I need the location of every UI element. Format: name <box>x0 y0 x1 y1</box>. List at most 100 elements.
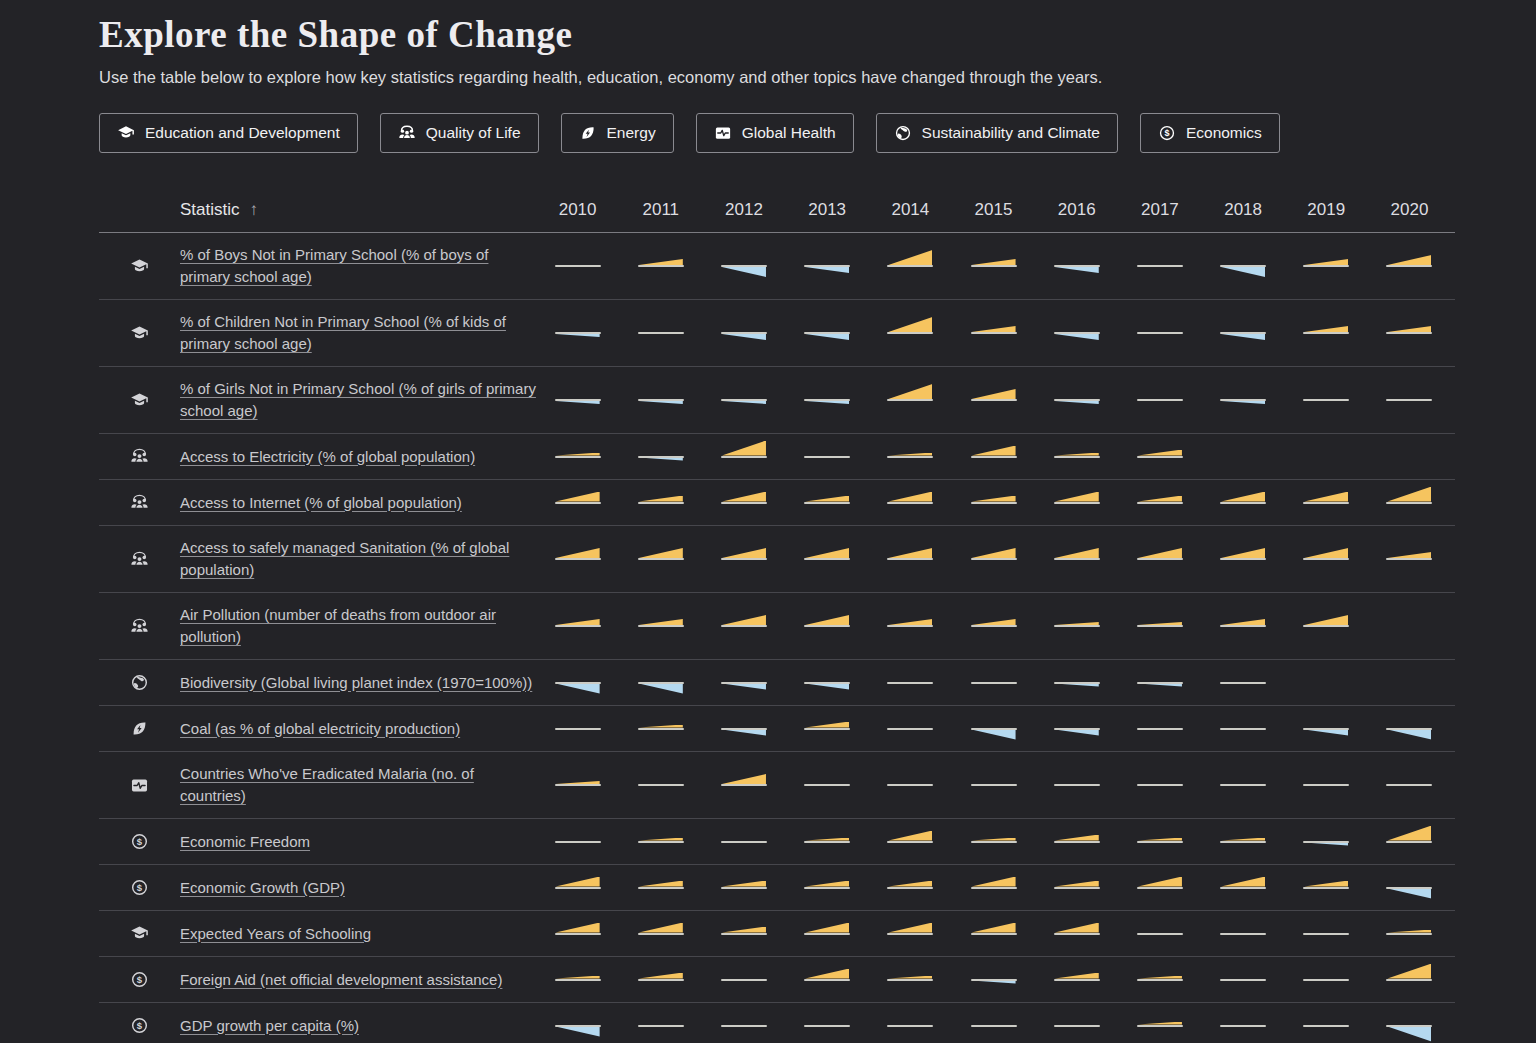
flat-line-glyph <box>638 315 684 351</box>
statistic-link[interactable]: Countries Who've Eradicated Malaria (no.… <box>180 763 536 807</box>
health-pulse-icon <box>99 776 180 795</box>
increase-wedge-glyph <box>971 541 1017 577</box>
sort-ascending-icon[interactable]: ↑ <box>250 200 259 220</box>
flat-line-glyph <box>1137 315 1183 351</box>
people-icon <box>398 124 416 142</box>
trend-cell <box>952 439 1035 475</box>
trend-cell <box>1118 608 1201 644</box>
trend-cell <box>786 711 869 747</box>
filter-button-label: Education and Development <box>145 124 340 142</box>
increase-wedge-glyph <box>887 382 933 418</box>
year-column-header: 2017 <box>1118 200 1201 220</box>
year-column-header: 2019 <box>1285 200 1368 220</box>
increase-wedge-glyph <box>1054 485 1100 521</box>
trend-cell <box>1035 608 1118 644</box>
statistic-cell: Access to Internet (% of global populati… <box>180 480 536 525</box>
increase-wedge-glyph <box>1137 1008 1183 1043</box>
decrease-wedge-glyph <box>1054 382 1100 418</box>
trend-cell <box>702 916 785 952</box>
decrease-wedge-glyph <box>1054 315 1100 351</box>
increase-wedge-glyph <box>804 824 850 860</box>
trend-cell <box>1285 1008 1368 1043</box>
filter-button-economics[interactable]: $Economics <box>1140 113 1280 153</box>
flat-line-glyph <box>1054 1008 1100 1043</box>
trend-cell <box>536 824 619 860</box>
trend-cell <box>1202 711 1285 747</box>
trend-cell <box>1035 382 1118 418</box>
filter-button-quality-of-life[interactable]: Quality of Life <box>380 113 539 153</box>
trend-cell <box>1035 962 1118 998</box>
increase-wedge-glyph <box>887 315 933 351</box>
flat-line-glyph <box>1303 382 1349 418</box>
trend-cell <box>952 870 1035 906</box>
filter-button-education-and-development[interactable]: Education and Development <box>99 113 358 153</box>
flat-line-glyph <box>1303 1008 1349 1043</box>
globe-icon <box>99 673 180 692</box>
table-row: Access to Internet (% of global populati… <box>99 480 1455 526</box>
increase-wedge-glyph <box>971 485 1017 521</box>
statistic-link[interactable]: Access to safely managed Sanitation (% o… <box>180 537 536 581</box>
trend-cell <box>702 870 785 906</box>
statistic-link[interactable]: Foreign Aid (net official development as… <box>180 969 502 991</box>
flat-line-glyph <box>1220 916 1266 952</box>
statistic-link[interactable]: Access to Internet (% of global populati… <box>180 492 462 514</box>
trend-cell <box>869 916 952 952</box>
table-row: Access to safely managed Sanitation (% o… <box>99 526 1455 593</box>
statistic-link[interactable]: % of Boys Not in Primary School (% of bo… <box>180 244 536 288</box>
trend-cell <box>1285 315 1368 351</box>
statistic-column-header[interactable]: Statistic ↑ <box>180 200 536 220</box>
decrease-wedge-glyph <box>555 315 601 351</box>
table-header-row: Statistic ↑ 2010201120122013201420152016… <box>99 187 1455 233</box>
flat-line-glyph <box>1386 767 1432 803</box>
statistic-link[interactable]: Economic Growth (GDP) <box>180 877 345 899</box>
decrease-wedge-glyph <box>1220 382 1266 418</box>
statistic-link[interactable]: Economic Freedom <box>180 831 310 853</box>
statistic-cell: % of Girls Not in Primary School (% of g… <box>180 367 536 433</box>
energy-leaf-icon <box>579 124 597 142</box>
trend-cell <box>952 315 1035 351</box>
statistic-link[interactable]: Air Pollution (number of deaths from out… <box>180 604 536 648</box>
flat-line-glyph <box>1137 382 1183 418</box>
decrease-wedge-glyph <box>638 382 684 418</box>
trend-cell <box>1202 315 1285 351</box>
filter-button-energy[interactable]: Energy <box>561 113 674 153</box>
filter-button-sustainability-and-climate[interactable]: Sustainability and Climate <box>876 113 1118 153</box>
increase-wedge-glyph <box>971 439 1017 475</box>
filter-button-label: Global Health <box>742 124 836 142</box>
trend-cell <box>1118 541 1201 577</box>
flat-line-glyph <box>721 1008 767 1043</box>
trend-cell <box>619 824 702 860</box>
statistic-link[interactable]: GDP growth per capita (%) <box>180 1015 359 1037</box>
statistic-link[interactable]: Access to Electricity (% of global popul… <box>180 446 475 468</box>
flat-line-glyph <box>555 824 601 860</box>
trend-cell <box>702 962 785 998</box>
increase-wedge-glyph <box>804 485 850 521</box>
statistic-link[interactable]: % of Girls Not in Primary School (% of g… <box>180 378 536 422</box>
trend-cell <box>1285 767 1368 803</box>
trend-cell <box>536 439 619 475</box>
table-body: % of Boys Not in Primary School (% of bo… <box>99 233 1455 1043</box>
statistic-header-label: Statistic <box>180 200 240 220</box>
flat-line-glyph <box>1054 767 1100 803</box>
statistic-link[interactable]: Coal (as % of global electricity product… <box>180 718 460 740</box>
statistic-link[interactable]: Biodiversity (Global living planet index… <box>180 672 532 694</box>
increase-wedge-glyph <box>1054 541 1100 577</box>
increase-wedge-glyph <box>1137 608 1183 644</box>
trend-cell <box>536 711 619 747</box>
increase-wedge-glyph <box>887 870 933 906</box>
trend-cell <box>619 439 702 475</box>
flat-line-glyph <box>1137 767 1183 803</box>
trend-cell <box>1035 315 1118 351</box>
decrease-wedge-glyph <box>1303 824 1349 860</box>
trend-cell <box>869 962 952 998</box>
flat-line-glyph <box>1137 248 1183 284</box>
statistic-link[interactable]: Expected Years of Schooling <box>180 923 371 945</box>
decrease-wedge-glyph <box>804 665 850 701</box>
decrease-wedge-glyph <box>555 1008 601 1043</box>
trend-cell <box>1368 824 1451 860</box>
trend-cell <box>1202 824 1285 860</box>
flat-line-glyph <box>638 767 684 803</box>
statistic-link[interactable]: % of Children Not in Primary School (% o… <box>180 311 536 355</box>
trend-cell <box>1118 711 1201 747</box>
filter-button-global-health[interactable]: Global Health <box>696 113 854 153</box>
